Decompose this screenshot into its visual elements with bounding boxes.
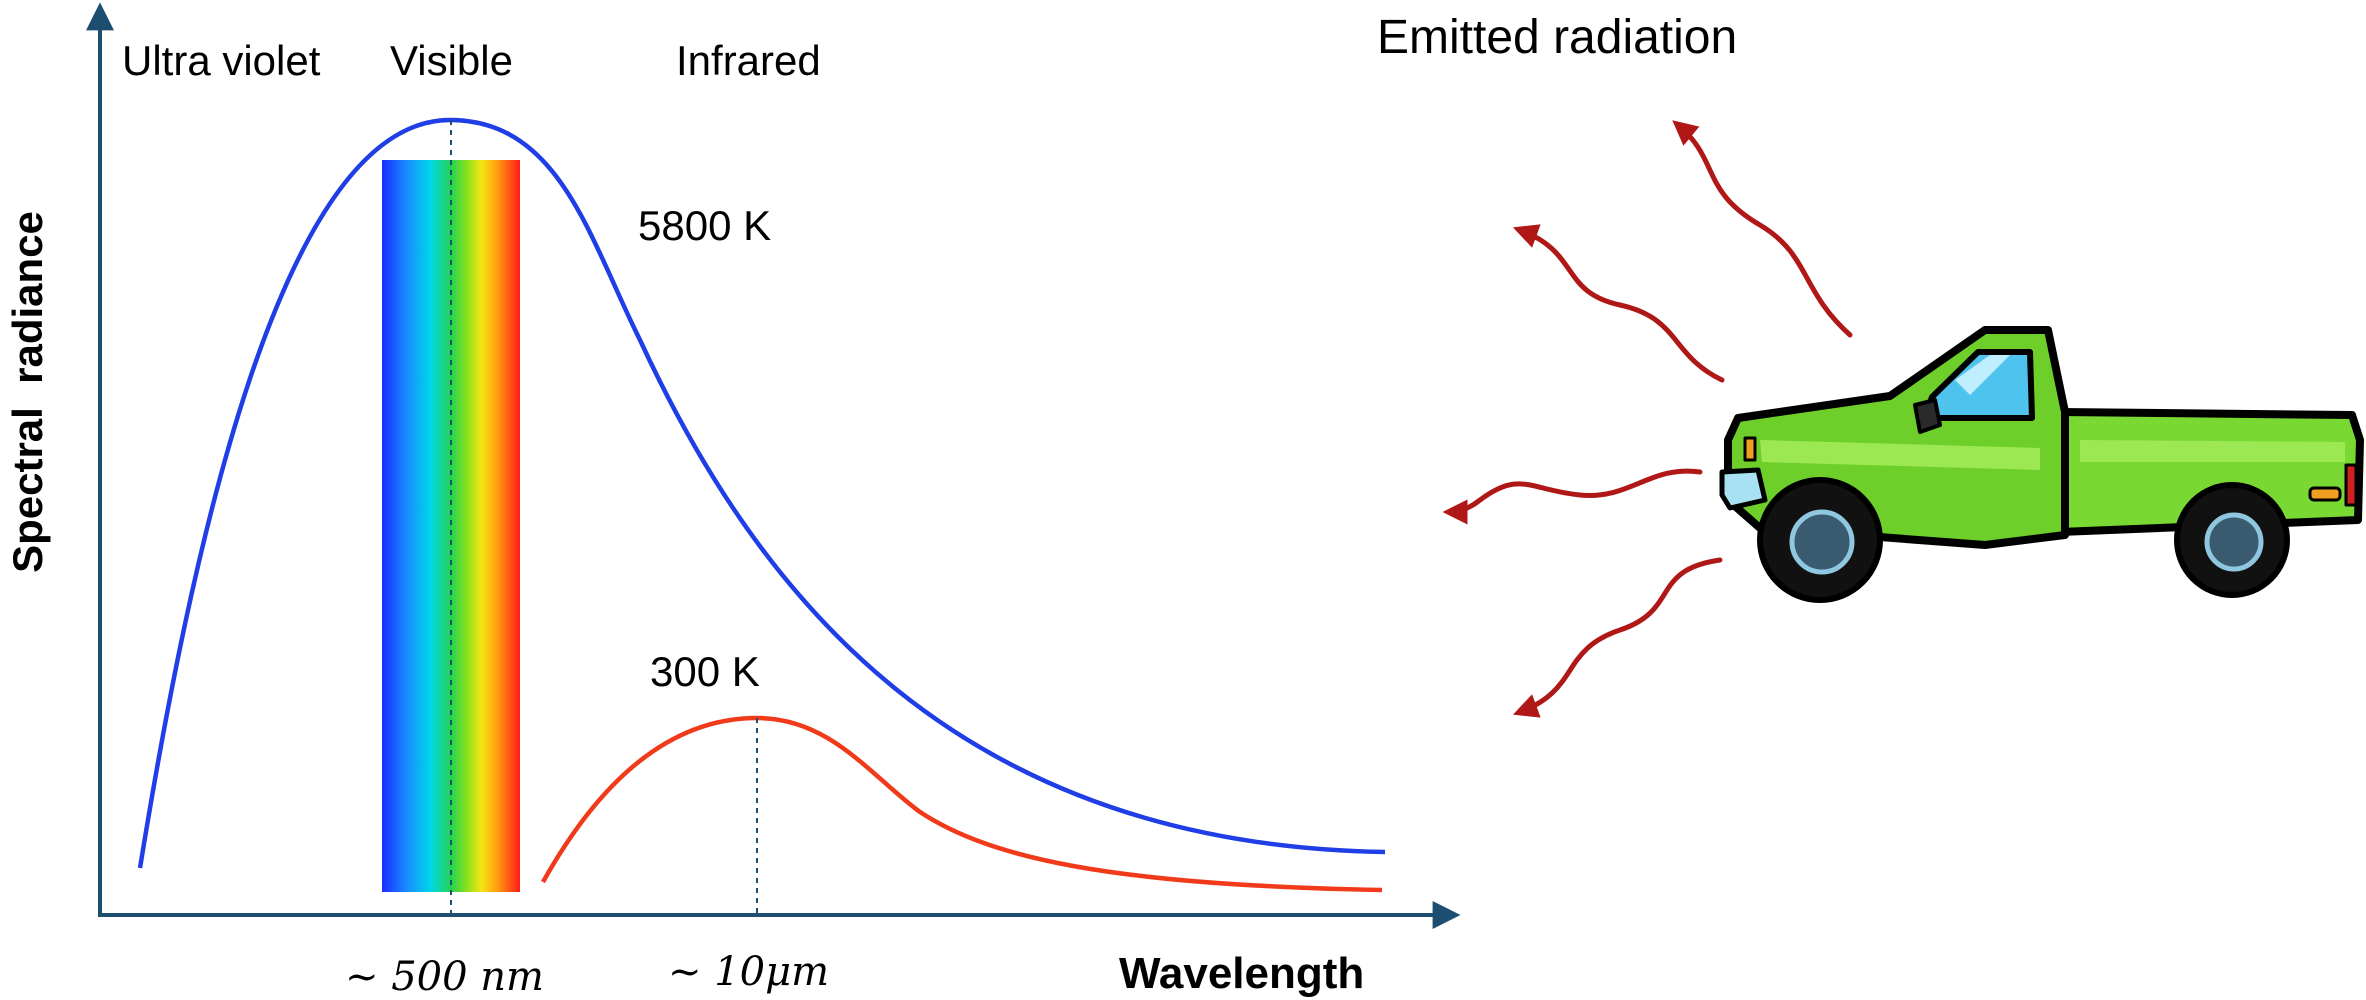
truck-mirror bbox=[1913, 398, 1942, 434]
wave-arrow-2 bbox=[1512, 224, 1725, 383]
pickup-truck bbox=[1719, 326, 2364, 603]
truck-headlight bbox=[1719, 467, 1768, 511]
radiation-waves bbox=[1442, 120, 1853, 718]
rear-reflector bbox=[2308, 486, 2342, 502]
window-glare bbox=[1955, 355, 2010, 395]
truck-stripe bbox=[1760, 440, 2040, 470]
rear-light bbox=[2344, 463, 2358, 507]
peak-label-10um: ~ 10μm bbox=[668, 949, 829, 995]
wave-arrow-3 bbox=[1442, 468, 1703, 525]
region-label-visible: Visible bbox=[390, 37, 513, 84]
region-label-infrared: Infrared bbox=[676, 37, 821, 84]
curve-300k bbox=[541, 715, 1383, 893]
region-label-ultraviolet: Ultra violet bbox=[122, 37, 321, 84]
x-axis-label: Wavelength bbox=[1119, 949, 1364, 998]
wave-arrow-1 bbox=[1672, 120, 1853, 338]
truck-bed-stripe bbox=[2080, 440, 2345, 462]
peak-label-500nm: ~ 500 nm bbox=[345, 954, 544, 1000]
curve-label-5800k: 5800 K bbox=[638, 202, 771, 249]
y-axis-label: Spectral radiance bbox=[4, 211, 51, 573]
curve-5800k bbox=[137, 117, 1386, 869]
wave-arrow-4 bbox=[1512, 557, 1723, 718]
curve-label-300k: 300 K bbox=[650, 648, 760, 695]
emitted-radiation-title: Emitted radiation bbox=[1377, 11, 1737, 64]
front-wheel-hub bbox=[1789, 509, 1855, 575]
front-indicator bbox=[1743, 436, 1757, 462]
rear-wheel-hub bbox=[2204, 512, 2264, 572]
